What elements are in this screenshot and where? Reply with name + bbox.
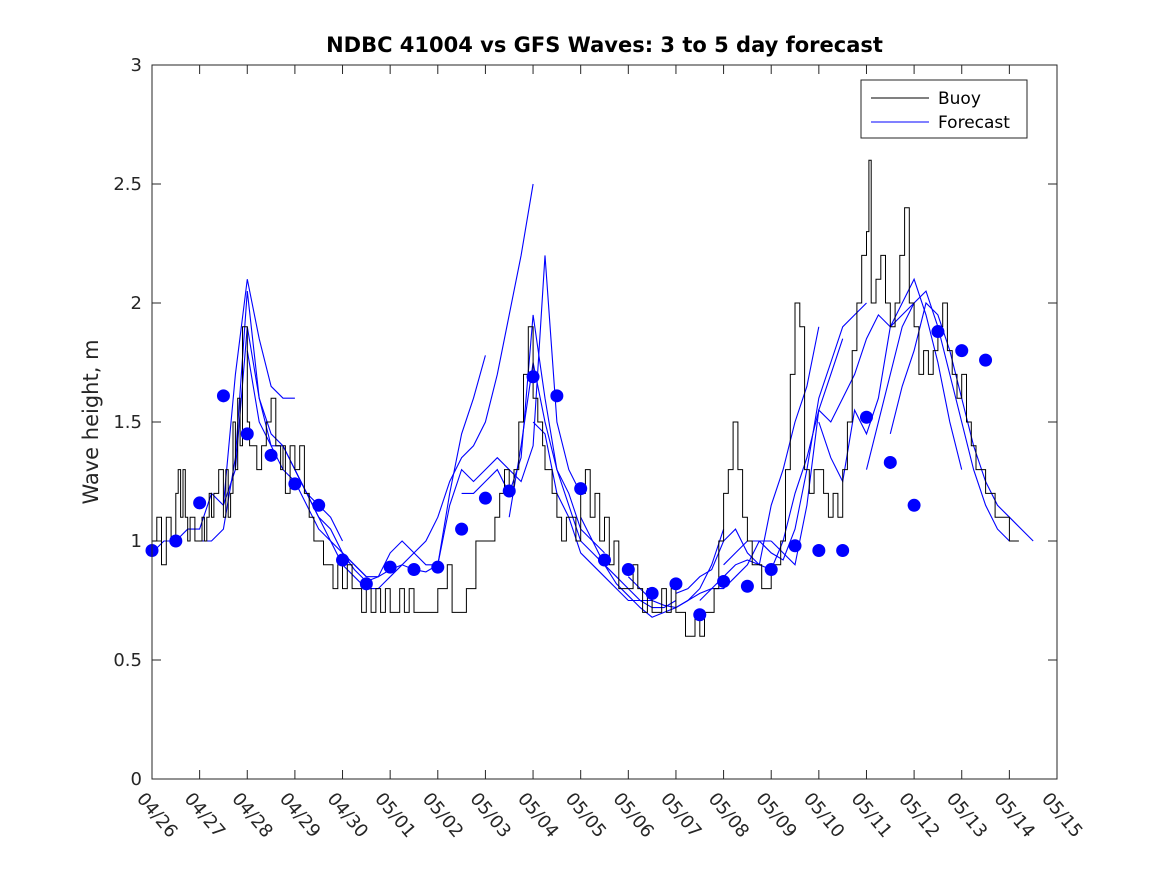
forecast-marker: [169, 534, 183, 548]
forecast-marker: [288, 477, 302, 491]
legend-box: [860, 79, 1028, 139]
forecast-marker: [836, 544, 850, 558]
legend-label-buoy: Buoy: [938, 89, 981, 109]
forecast-marker: [574, 482, 588, 496]
forecast-marker: [979, 353, 993, 367]
forecast-marker: [240, 427, 254, 441]
y-tick-label: 1.5: [113, 412, 142, 433]
y-tick-label: 0.5: [113, 650, 142, 671]
legend: Buoy Forecast: [860, 79, 1028, 139]
y-tick-label: 1: [131, 531, 142, 552]
forecast-marker: [502, 484, 516, 498]
y-tick-label: 2: [131, 293, 142, 314]
forecast-marker: [478, 491, 492, 505]
forecast-marker: [812, 544, 826, 558]
forecast-line: [675, 326, 820, 594]
y-axis-label: Wave height, m: [79, 339, 103, 504]
forecast-marker: [431, 560, 445, 574]
buoy-line: [152, 159, 1019, 637]
forecast-marker: [955, 344, 969, 358]
forecast-marker: [788, 539, 802, 553]
y-tick-label: 2.5: [113, 174, 142, 195]
forecast-marker: [859, 410, 873, 424]
forecast-marker: [669, 577, 683, 591]
forecast-marker: [216, 389, 230, 403]
forecast-marker: [740, 579, 754, 593]
forecast-marker: [598, 553, 611, 567]
forecast-marker: [359, 577, 373, 591]
forecast-marker: [764, 563, 778, 577]
y-tick-label: 0: [131, 769, 142, 790]
forecast-marker: [550, 389, 564, 403]
forecast-marker: [455, 522, 469, 536]
forecast-marker: [526, 370, 540, 384]
forecast-marker: [693, 608, 707, 622]
forecast-marker: [931, 325, 945, 339]
forecast-marker: [193, 496, 207, 510]
plot-frame: [151, 64, 1058, 780]
chart-title: NDBC 41004 vs GFS Waves: 3 to 5 day fore…: [326, 33, 883, 57]
forecast-marker: [264, 448, 278, 462]
forecast-marker: [883, 455, 897, 469]
legend-label-forecast: Forecast: [938, 113, 1010, 133]
buoy-series-group: [152, 159, 1019, 637]
forecast-marker: [645, 586, 659, 600]
forecast-marker: [717, 574, 731, 588]
plot-area: [152, 65, 1057, 779]
forecast-marker: [383, 560, 397, 574]
forecast-marker: [907, 498, 921, 512]
forecast-marker: [336, 553, 350, 567]
forecast-marker: [407, 563, 421, 577]
forecast-marker: [312, 498, 326, 512]
forecast-marker: [621, 563, 635, 577]
forecast-markers-group: [145, 325, 993, 622]
forecast-line: [389, 183, 534, 578]
y-tick-label: 3: [131, 55, 142, 76]
